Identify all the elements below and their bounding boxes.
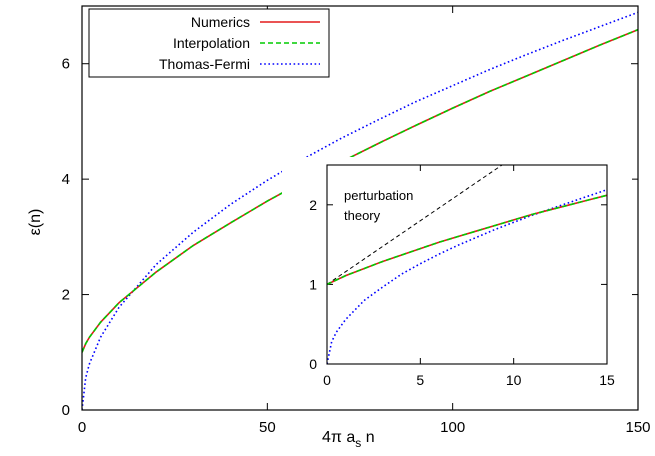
x-tick-label: 100 bbox=[440, 419, 465, 436]
perturbation-theory-annotation: theory bbox=[344, 208, 381, 223]
x-axis-label-tail: n bbox=[361, 429, 374, 446]
main-plot-frame bbox=[81, 5, 639, 411]
inset-x-tick-label: 15 bbox=[599, 372, 615, 388]
x-axis-label-main: 4π a bbox=[322, 429, 355, 446]
legend: Numerics Interpolation Thomas-Fermi bbox=[88, 8, 330, 78]
x-axis-label: 4π as n bbox=[322, 429, 375, 450]
inset-plot: 0 5 10 15 0 1 2 perturbation theory bbox=[282, 157, 632, 396]
inset-y-tick-label: 0 bbox=[309, 356, 317, 372]
y-tick-label: 6 bbox=[62, 56, 70, 73]
perturbation-theory-line bbox=[327, 165, 503, 285]
y-tick-label: 4 bbox=[62, 171, 70, 188]
x-axis-label-subscript: s bbox=[355, 436, 361, 450]
x-tick-label: 150 bbox=[625, 419, 650, 436]
x-tick-label: 0 bbox=[78, 419, 86, 436]
y-tick-label: 2 bbox=[62, 287, 70, 304]
legend-label: Numerics bbox=[191, 14, 250, 30]
inset-background bbox=[282, 157, 632, 396]
y-axis-label: ε(n) bbox=[27, 209, 44, 236]
x-tick-label: 50 bbox=[259, 419, 276, 436]
legend-label: Interpolation bbox=[173, 35, 250, 51]
series-line-thomas-fermi bbox=[82, 11, 638, 410]
y-tick-label: 0 bbox=[62, 402, 70, 419]
inset-series-line bbox=[327, 188, 607, 364]
inset-y-tick-label: 1 bbox=[309, 276, 317, 292]
inset-x-tick-label: 10 bbox=[506, 372, 522, 388]
inset-plot-frame bbox=[326, 164, 608, 365]
inset-y-tick-label: 2 bbox=[309, 197, 317, 213]
perturbation-theory-annotation: perturbation bbox=[344, 188, 413, 203]
inset-x-tick-label: 5 bbox=[416, 372, 424, 388]
inset-series-line bbox=[327, 194, 607, 286]
inset-x-tick-label: 0 bbox=[323, 372, 331, 388]
legend-label: Thomas-Fermi bbox=[159, 56, 250, 72]
